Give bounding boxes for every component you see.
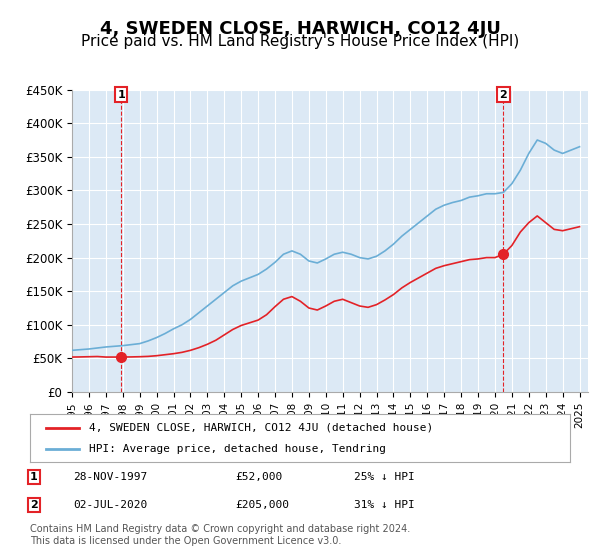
Text: HPI: Average price, detached house, Tendring: HPI: Average price, detached house, Tend… <box>89 444 386 454</box>
Text: 25% ↓ HPI: 25% ↓ HPI <box>354 472 415 482</box>
Text: 28-NOV-1997: 28-NOV-1997 <box>73 472 148 482</box>
Text: 31% ↓ HPI: 31% ↓ HPI <box>354 500 415 510</box>
Text: £52,000: £52,000 <box>235 472 283 482</box>
Text: 2: 2 <box>500 90 507 100</box>
Text: Price paid vs. HM Land Registry's House Price Index (HPI): Price paid vs. HM Land Registry's House … <box>81 34 519 49</box>
Text: 2: 2 <box>30 500 38 510</box>
Text: Contains HM Land Registry data © Crown copyright and database right 2024.
This d: Contains HM Land Registry data © Crown c… <box>30 524 410 546</box>
Text: 1: 1 <box>30 472 38 482</box>
Text: 1: 1 <box>118 90 125 100</box>
Text: £205,000: £205,000 <box>235 500 289 510</box>
Text: 02-JUL-2020: 02-JUL-2020 <box>73 500 148 510</box>
Text: 4, SWEDEN CLOSE, HARWICH, CO12 4JU: 4, SWEDEN CLOSE, HARWICH, CO12 4JU <box>100 20 500 38</box>
Text: 4, SWEDEN CLOSE, HARWICH, CO12 4JU (detached house): 4, SWEDEN CLOSE, HARWICH, CO12 4JU (deta… <box>89 423 434 433</box>
